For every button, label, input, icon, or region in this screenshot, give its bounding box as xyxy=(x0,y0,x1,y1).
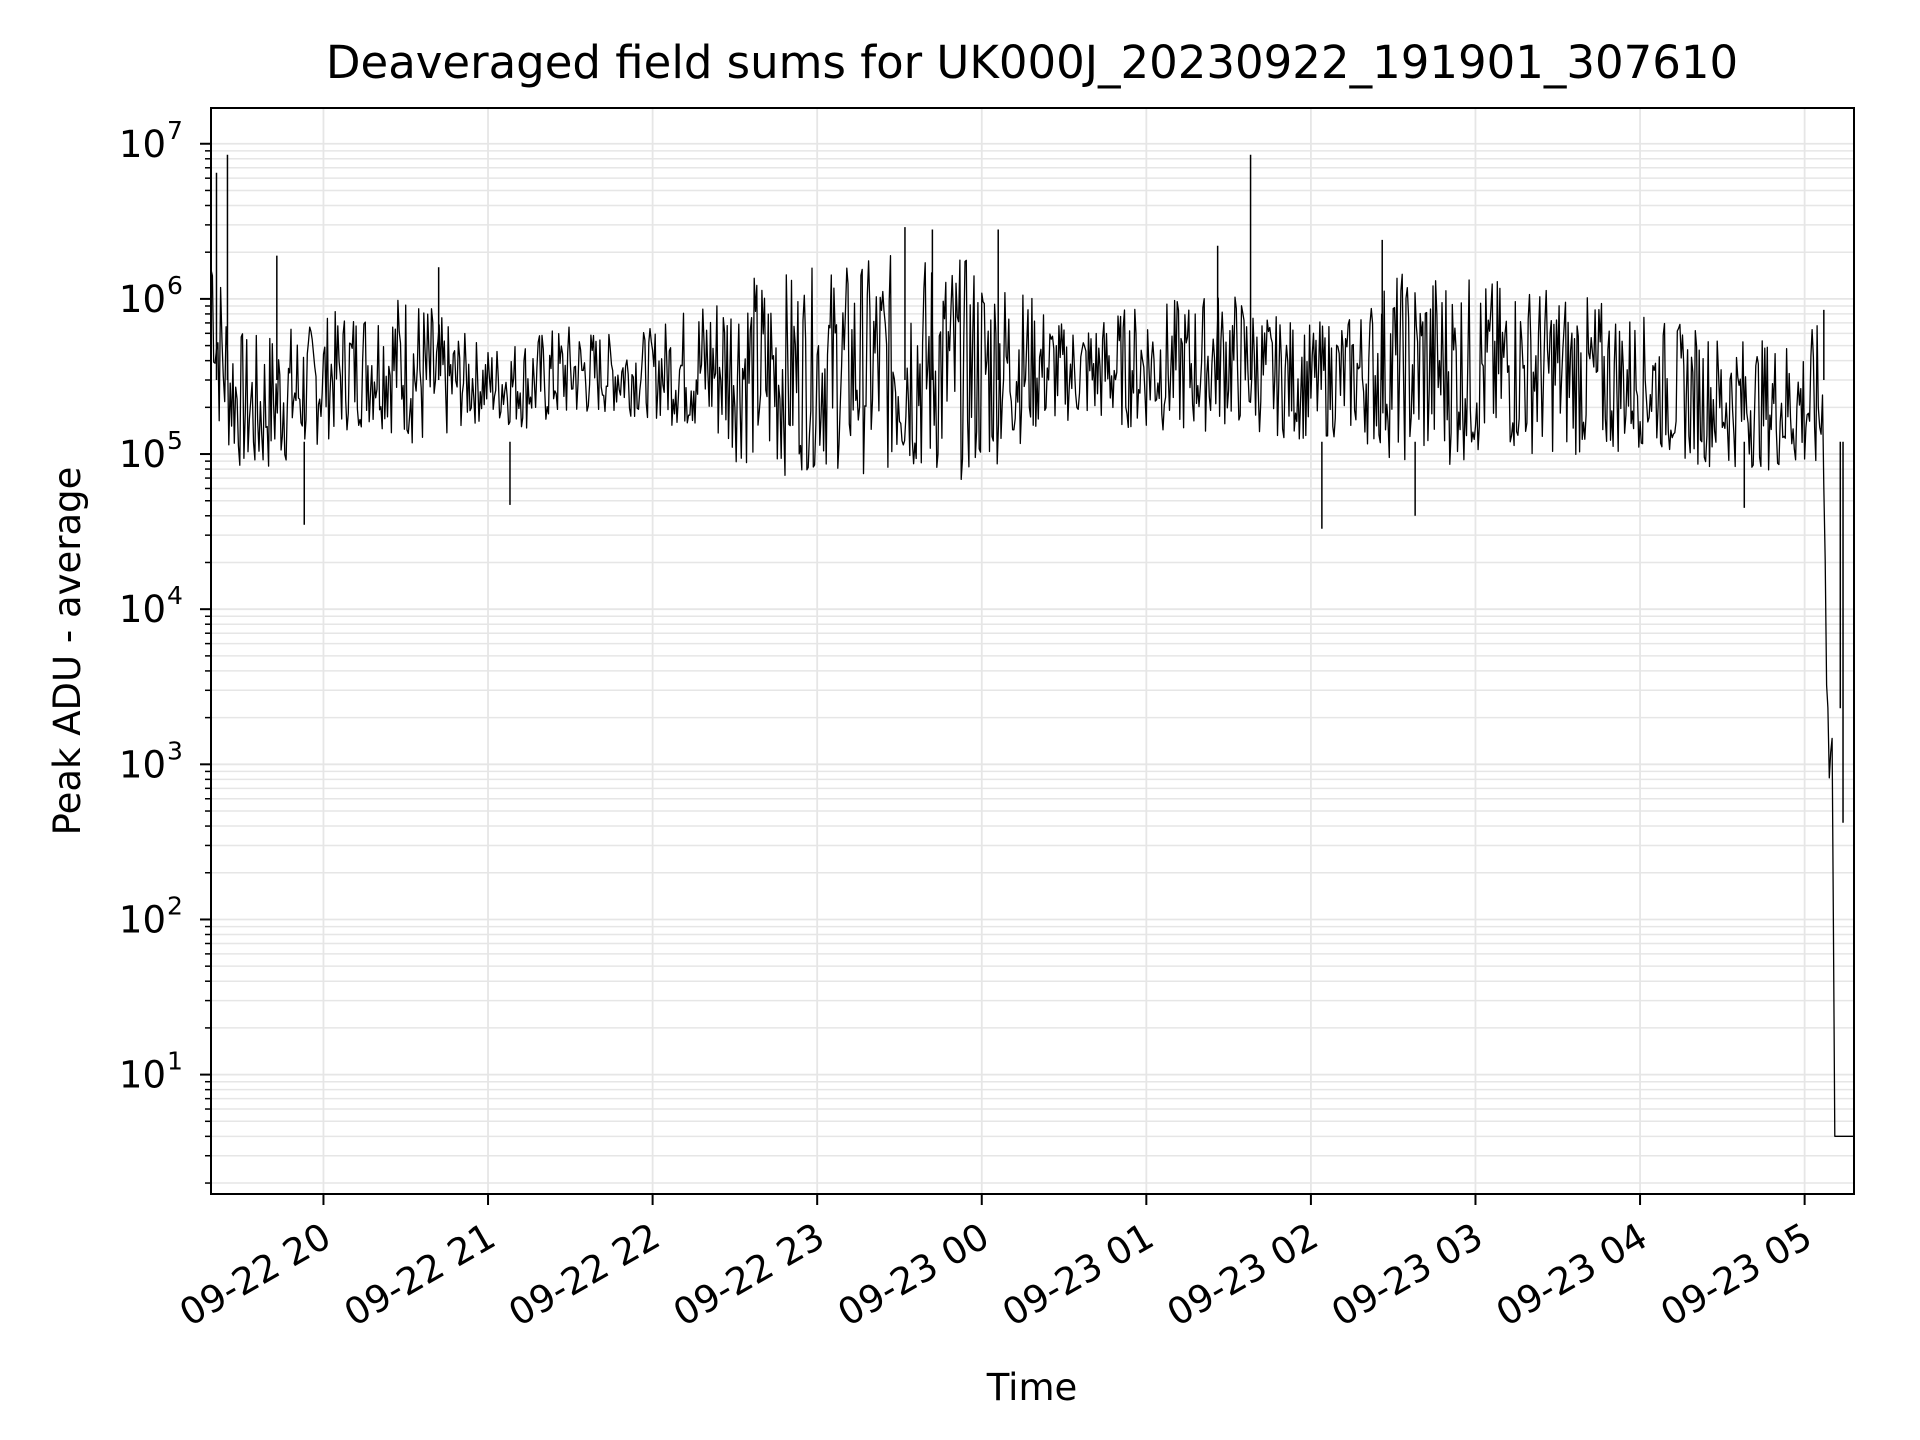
x-axis-ticks: 09-22 20 09-22 21 09-22 22 09-22 23 09-23 00… xyxy=(172,1194,1819,1335)
y-tick-exponent: 7 xyxy=(167,116,183,145)
y-tick-exponent: 6 xyxy=(167,271,183,300)
x-tick-label: 09-22 21 xyxy=(337,1215,503,1335)
y-axis-label: Peak ADU - average xyxy=(46,467,89,836)
x-tick-label: 09-23 01 xyxy=(995,1215,1161,1335)
x-tick-label: 09-23 04 xyxy=(1489,1215,1655,1335)
y-tick-label: 10 xyxy=(119,433,166,476)
y-tick-exponent: 2 xyxy=(167,891,183,920)
y-tick-exponent: 5 xyxy=(167,426,183,455)
x-tick-label: 09-22 23 xyxy=(666,1215,832,1335)
y-tick-label: 10 xyxy=(119,588,166,631)
y-tick-label: 10 xyxy=(119,278,166,321)
series-layer xyxy=(210,154,1854,1137)
plot-frame xyxy=(210,107,1855,1195)
x-tick-label: 09-23 03 xyxy=(1324,1215,1490,1335)
x-axis-label: Time xyxy=(986,1366,1078,1409)
y-tick-label: 10 xyxy=(119,898,166,941)
x-tick-label: 09-22 20 xyxy=(172,1215,338,1335)
x-tick-label: 09-23 02 xyxy=(1160,1215,1326,1335)
chart-title: Deaveraged field sums for UK000J_2023092… xyxy=(326,36,1738,89)
series-line xyxy=(210,255,1854,1137)
x-tick-label: 09-23 00 xyxy=(831,1215,997,1335)
y-tick-label: 10 xyxy=(119,743,166,786)
y-tick-label: 10 xyxy=(119,1054,166,1097)
y-tick-exponent: 4 xyxy=(167,581,183,610)
x-tick-label: 09-22 22 xyxy=(502,1215,668,1335)
minor-gridlines xyxy=(211,150,1854,1184)
major-gridlines xyxy=(211,108,1854,1194)
y-tick-label: 10 xyxy=(119,123,166,166)
y-tick-exponent: 3 xyxy=(167,736,183,765)
x-tick-label: 09-23 05 xyxy=(1654,1215,1820,1335)
y-tick-exponent: 1 xyxy=(167,1047,183,1076)
